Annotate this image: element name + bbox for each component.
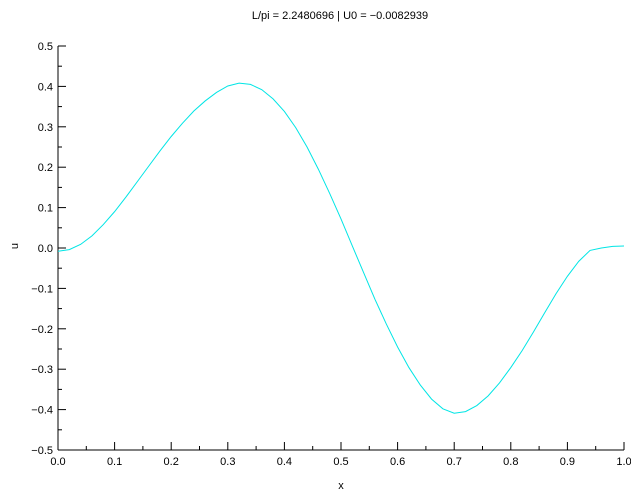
y-tick-label-5: 0.0 (38, 243, 53, 255)
y-tick-label-9: 0.4 (38, 81, 53, 93)
x-tick-label-4: 0.4 (277, 456, 292, 468)
plot-area: −0.5 −0.4 −0.3 −0.2 −0.1 0.0 0.1 0.2 0.3 0.4 0.5 0… (31, 41, 631, 468)
x-tick-label-9: 0.9 (560, 456, 575, 468)
x-tick-label-7: 0.7 (447, 456, 462, 468)
y-tick-label-6: 0.1 (38, 203, 53, 215)
y-tick-label-2: −0.3 (31, 364, 53, 376)
y-axis-label: u (9, 243, 21, 249)
y-tick-label-7: 0.2 (38, 162, 53, 174)
x-tick-label-6: 0.6 (390, 456, 405, 468)
x-tick-label-2: 0.2 (164, 456, 179, 468)
y-tick-label-8: 0.3 (38, 122, 53, 134)
y-tick-label-3: −0.2 (31, 324, 53, 336)
series-line-0 (57, 82, 625, 414)
y-tick-label-10: 0.5 (38, 41, 53, 53)
chart-title: L/pi = 2.2480696 | U0 = −0.0082939 (252, 10, 428, 22)
y-tick-label-4: −0.1 (31, 283, 53, 295)
x-tick-label-0: 0.0 (50, 456, 65, 468)
x-tick-label-3: 0.3 (220, 456, 235, 468)
y-tick-label-0: −0.5 (31, 445, 53, 457)
x-tick-label-10: 1.0 (616, 456, 631, 468)
x-tick-label-5: 0.5 (333, 456, 348, 468)
y-ticks: −0.5 −0.4 −0.3 −0.2 −0.1 0.0 0.1 0.2 0.3 0.4 0.5 (31, 41, 66, 457)
series-layer (57, 82, 625, 414)
y-tick-label-1: −0.4 (31, 405, 53, 417)
x-tick-label-8: 0.8 (503, 456, 518, 468)
x-tick-label-1: 0.1 (107, 456, 122, 468)
x-ticks: 0.0 0.1 0.2 0.3 0.4 0.5 0.6 0.7 0.8 0.9 1.0 (50, 442, 631, 468)
x-axis-label: x (338, 480, 344, 492)
